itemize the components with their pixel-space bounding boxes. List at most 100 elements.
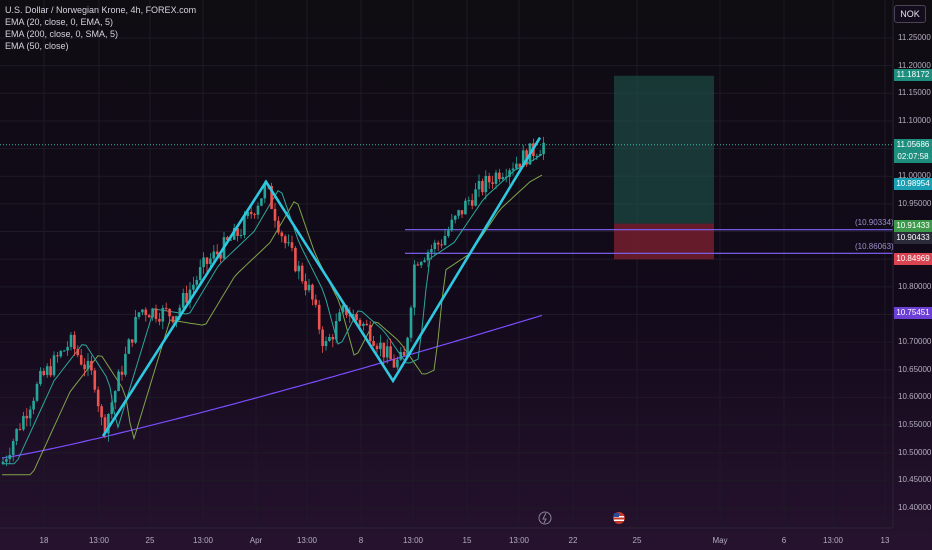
candle-body bbox=[518, 163, 522, 167]
candle-body bbox=[270, 185, 273, 209]
candle-body bbox=[477, 181, 481, 190]
time-axis-label: Apr bbox=[249, 536, 263, 545]
candle-body bbox=[246, 211, 250, 217]
candle-body bbox=[253, 214, 256, 216]
candle-body bbox=[83, 364, 86, 370]
candle-body bbox=[90, 360, 93, 371]
candle-body bbox=[324, 341, 328, 347]
candle-body bbox=[430, 249, 433, 253]
candle-body bbox=[120, 371, 124, 375]
candle-body bbox=[498, 172, 501, 180]
candle-body bbox=[389, 346, 392, 360]
candle-body bbox=[277, 220, 280, 233]
stop-zone bbox=[614, 223, 714, 260]
candle-body bbox=[508, 170, 511, 177]
candle-body bbox=[372, 341, 375, 346]
candle-body bbox=[321, 329, 324, 347]
current-price-tag: 11.05686 02:07:58 bbox=[894, 139, 932, 163]
candle-body bbox=[127, 339, 131, 354]
price-axis-label: 10.50000 bbox=[898, 447, 932, 457]
candle-body bbox=[164, 307, 168, 309]
symbol-title[interactable]: U.S. Dollar / Norwegian Krone, 4h, FOREX… bbox=[5, 5, 197, 15]
candle-body bbox=[5, 459, 8, 462]
candle-body bbox=[515, 163, 518, 169]
candle-body bbox=[423, 260, 426, 262]
candle-body bbox=[226, 237, 229, 241]
time-axis-label: 13:00 bbox=[296, 536, 318, 545]
candle-body bbox=[385, 346, 389, 358]
candle-body bbox=[39, 370, 42, 385]
candle-body bbox=[348, 315, 352, 317]
candle-body bbox=[331, 336, 335, 340]
candle-body bbox=[22, 415, 25, 430]
candle-body bbox=[243, 216, 246, 235]
candle-body bbox=[467, 200, 471, 202]
time-axis-label: 13 bbox=[880, 536, 890, 545]
candle-body bbox=[460, 210, 464, 215]
candle-body bbox=[192, 284, 195, 290]
candle-body bbox=[232, 228, 236, 240]
price-axis-label: 10.40000 bbox=[898, 503, 932, 512]
candle-body bbox=[280, 232, 284, 237]
candle-body bbox=[338, 312, 341, 322]
price-axis-label: 11.25000 bbox=[898, 33, 931, 42]
candle-body bbox=[487, 175, 491, 183]
candle-body bbox=[494, 172, 498, 184]
ema200-legend[interactable]: EMA (200, close, 0, SMA, 5) bbox=[5, 29, 119, 39]
candle-body bbox=[263, 184, 267, 199]
candle-body bbox=[470, 200, 474, 206]
candle-body bbox=[287, 242, 290, 244]
time-axis-label: May bbox=[712, 536, 728, 545]
candle-body bbox=[215, 251, 219, 255]
candle-body bbox=[511, 168, 515, 171]
flash-event-icon[interactable] bbox=[538, 511, 552, 525]
candle-body bbox=[328, 336, 331, 342]
candle-body bbox=[283, 236, 287, 244]
candle-body bbox=[317, 304, 321, 330]
candle-body bbox=[273, 208, 277, 221]
candle-body bbox=[147, 315, 151, 318]
candle-body bbox=[1, 461, 5, 464]
ema20-legend[interactable]: EMA (20, close, 0, EMA, 5) bbox=[5, 17, 114, 27]
time-axis-label: 13:00 bbox=[402, 536, 424, 545]
candle-body bbox=[355, 313, 358, 320]
candle-body bbox=[314, 299, 318, 305]
us-flag-event-icon[interactable] bbox=[613, 512, 625, 524]
currency-button[interactable]: NOK bbox=[894, 5, 926, 23]
ema200-line bbox=[1, 314, 543, 459]
candle-body bbox=[195, 279, 199, 285]
candle-body bbox=[440, 244, 443, 246]
price-axis-label: 11.00000 bbox=[898, 171, 931, 181]
candle-body bbox=[52, 355, 56, 376]
time-axis-label: 13:00 bbox=[508, 536, 530, 545]
candle-body bbox=[151, 308, 154, 318]
candle-body bbox=[144, 309, 148, 316]
candle-body bbox=[79, 355, 83, 365]
bar-countdown: 02:07:58 bbox=[897, 152, 929, 161]
candle-body bbox=[175, 315, 178, 323]
time-axis-label: 13:00 bbox=[88, 536, 110, 545]
candle-body bbox=[141, 309, 144, 313]
candle-body bbox=[161, 307, 165, 322]
time-axis-label: 22 bbox=[568, 536, 578, 545]
candle-body bbox=[504, 176, 508, 178]
candle-body bbox=[178, 307, 182, 316]
candle-body bbox=[107, 413, 110, 434]
candle-body bbox=[447, 230, 450, 236]
candle-body bbox=[256, 205, 260, 215]
price-axis-label: 10.70000 bbox=[898, 337, 932, 347]
candle-body bbox=[117, 371, 120, 392]
price-axis-label: 11.10000 bbox=[898, 115, 931, 125]
price-axis-label: 10.45000 bbox=[898, 475, 932, 485]
candle-body bbox=[341, 305, 345, 313]
candle-body bbox=[49, 366, 52, 376]
candle-body bbox=[198, 267, 202, 280]
candle-body bbox=[8, 454, 12, 460]
w-pattern-line[interactable] bbox=[101, 136, 542, 437]
stop-price-tag: 10.84969 bbox=[894, 253, 932, 265]
candle-body bbox=[168, 308, 171, 317]
candle-body bbox=[103, 417, 107, 434]
ema50-legend[interactable]: EMA (50, close) bbox=[5, 41, 69, 51]
candle-body bbox=[375, 345, 379, 350]
